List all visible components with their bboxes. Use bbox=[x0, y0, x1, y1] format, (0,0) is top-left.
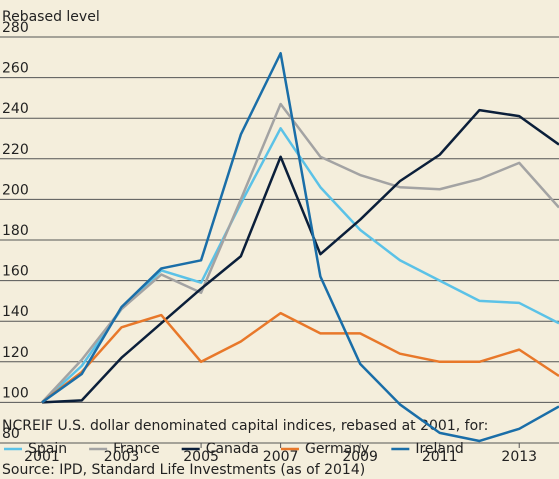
series-line bbox=[41, 108, 559, 404]
x-tick-label: 2001 bbox=[24, 449, 60, 465]
x-tick-label: 2005 bbox=[183, 449, 219, 465]
y-tick-label: 180 bbox=[2, 223, 29, 239]
y-tick-label: 240 bbox=[2, 101, 29, 117]
y-tick-label: 120 bbox=[2, 345, 29, 361]
y-axis-label: Rebased level bbox=[2, 9, 100, 25]
y-tick-label: 200 bbox=[2, 182, 29, 198]
legend-label: Spain bbox=[28, 441, 67, 457]
x-tick-label: 2013 bbox=[501, 449, 537, 465]
source: Source: IPD, Standard Life Investments (… bbox=[2, 462, 365, 478]
y-tick-label: 220 bbox=[2, 142, 29, 158]
legend-label: France bbox=[113, 441, 160, 457]
legend-label: Germany bbox=[305, 441, 369, 457]
legend-label: Canada bbox=[206, 441, 259, 457]
y-tick-label: 160 bbox=[2, 264, 29, 280]
y-tick-label: 260 bbox=[2, 61, 29, 77]
y-tick-label: 100 bbox=[2, 385, 29, 401]
y-tick-label: 140 bbox=[2, 304, 29, 320]
y-tick-label: 80 bbox=[2, 426, 20, 442]
x-tick-label: 2003 bbox=[104, 449, 140, 465]
y-tick-label: 280 bbox=[2, 20, 29, 36]
x-tick-label: 2009 bbox=[342, 449, 378, 465]
x-tick-label: 2011 bbox=[422, 449, 458, 465]
caption: NCREIF U.S. dollar denominated capital i… bbox=[2, 418, 488, 434]
series-line bbox=[41, 102, 559, 404]
series-line bbox=[41, 311, 559, 404]
x-tick-label: 2007 bbox=[263, 449, 299, 465]
series-line bbox=[41, 51, 559, 443]
legend-label: Ireland bbox=[415, 441, 463, 457]
